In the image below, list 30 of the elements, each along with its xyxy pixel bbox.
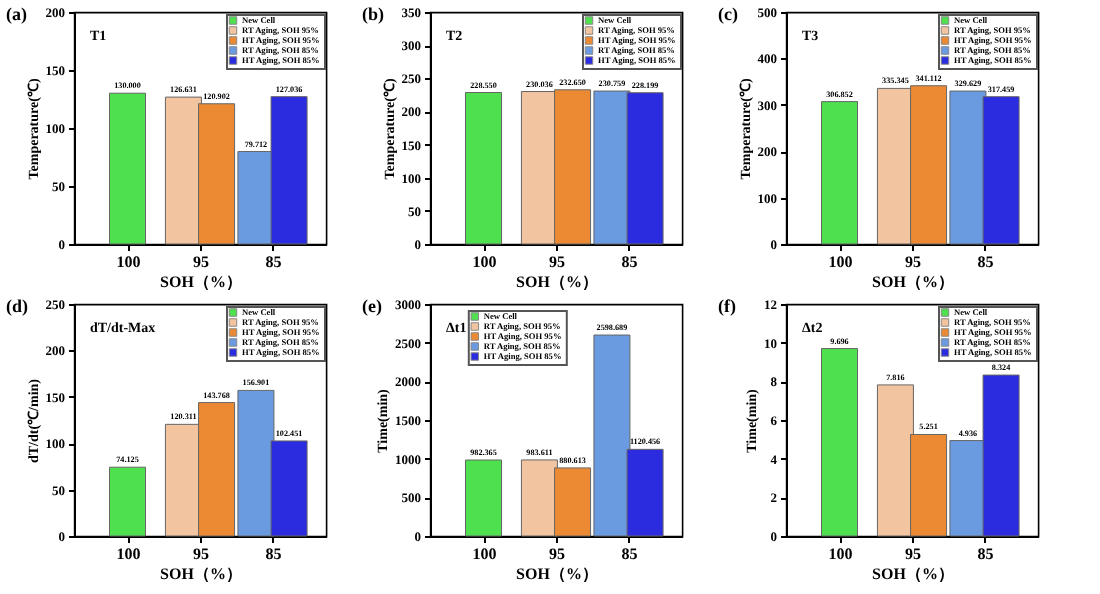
x-tick-label: 100 [828,253,853,271]
x-tick-label: 95 [905,253,921,271]
chart-title: (d) [6,296,28,316]
chart-title: (a) [6,4,27,24]
x-tick-label: 100 [828,545,853,563]
chart-title: (b) [362,4,384,24]
x-tick-label: 85 [621,253,638,271]
x-axis-title: SOH（%） [872,565,954,583]
x-tick-label: 100 [116,253,141,271]
x-tick-label: 85 [977,545,994,563]
x-tick-label: 95 [549,253,565,271]
x-tick-label: 95 [193,253,209,271]
x-axis-title: SOH（%） [516,565,598,583]
x-axis-title: SOH（%） [160,273,242,291]
chart-title: (c) [718,4,738,24]
chart-title: (f) [718,296,736,316]
x-tick-label: 95 [905,545,921,563]
x-tick-label: 100 [472,545,497,563]
x-axis-title: SOH（%） [160,565,242,583]
chart-title: (e) [362,296,382,316]
x-tick-label: 95 [193,545,209,563]
x-tick-label: 85 [265,253,282,271]
x-axis-title: SOH（%） [872,273,954,291]
x-tick-label: 95 [549,545,565,563]
x-tick-label: 85 [621,545,638,563]
x-tick-label: 85 [977,253,994,271]
x-tick-label: 85 [265,545,282,563]
x-tick-label: 100 [472,253,497,271]
x-tick-label: 100 [116,545,141,563]
x-axis-title: SOH（%） [516,273,598,291]
